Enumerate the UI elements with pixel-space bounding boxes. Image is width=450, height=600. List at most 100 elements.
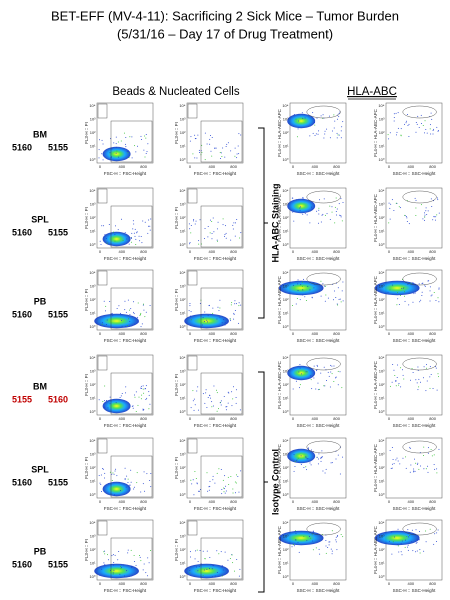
y-tick-label: 10⁴ <box>179 188 185 193</box>
event-dot <box>417 535 419 537</box>
gate <box>110 287 153 330</box>
y-tick-label: 10¹ <box>90 144 96 149</box>
event-dot <box>321 455 323 457</box>
event-dot <box>415 551 417 553</box>
event-dot <box>295 459 297 461</box>
event-dot <box>140 560 142 562</box>
event-dot <box>133 488 135 490</box>
event-dot <box>431 206 433 208</box>
event-dot <box>226 143 228 145</box>
x-tick-label: 800 <box>333 249 340 254</box>
event-dot <box>143 309 145 311</box>
event-dot <box>204 132 206 134</box>
y-axis-label: FL3-H :: PI <box>84 374 89 396</box>
y-tick-label: 10³ <box>283 369 289 374</box>
event-dot <box>293 454 295 456</box>
event-dot <box>313 287 315 289</box>
event-dot <box>391 467 393 469</box>
event-dot <box>144 490 146 492</box>
event-dot <box>208 486 210 488</box>
event-dot <box>418 126 420 128</box>
event-dot <box>148 562 150 564</box>
event-dot <box>104 550 106 552</box>
event-dot <box>335 197 337 199</box>
event-dot <box>436 472 438 474</box>
y-tick-label: 10⁰ <box>89 574 95 579</box>
plot-frame <box>385 102 443 164</box>
y-tick-label: 10² <box>180 465 186 470</box>
x-tick-label: 0 <box>292 249 295 254</box>
event-dot <box>232 224 234 226</box>
event-dot <box>310 464 312 466</box>
event-dot <box>317 389 319 391</box>
event-dot <box>336 132 338 134</box>
event-dot <box>335 541 337 543</box>
event-dot <box>145 385 147 387</box>
event-dot <box>98 574 100 576</box>
y-tick-label: 10¹ <box>283 396 289 401</box>
density-blob <box>184 313 230 329</box>
event-dot <box>337 535 339 537</box>
event-dot <box>145 572 147 574</box>
event-dot <box>312 549 314 551</box>
y-tick-label: 10¹ <box>379 479 385 484</box>
x-tick-label: 0 <box>292 416 295 421</box>
event-dot <box>148 394 150 396</box>
event-dot <box>211 136 213 138</box>
event-dot <box>133 486 135 488</box>
event-dot <box>137 145 139 147</box>
event-dot <box>98 149 100 151</box>
event-dot <box>319 388 321 390</box>
gate <box>110 372 153 415</box>
event-dot <box>391 447 393 449</box>
event-dot <box>145 399 147 401</box>
y-tick-label: 10⁰ <box>378 242 384 247</box>
event-dot <box>143 471 145 473</box>
event-dot <box>421 291 423 293</box>
event-dot <box>398 551 400 553</box>
event-dot <box>421 283 423 285</box>
event-dot <box>113 473 115 475</box>
x-tick-label: 0 <box>388 499 391 504</box>
event-dot <box>134 394 136 396</box>
y-tick-label: 10¹ <box>283 229 289 234</box>
event-dot <box>106 242 108 244</box>
event-dot <box>198 490 200 492</box>
x-tick-label: 0 <box>189 581 192 586</box>
gate <box>200 372 243 415</box>
event-dot <box>116 308 118 310</box>
event-dot <box>103 551 105 553</box>
event-dot <box>104 406 106 408</box>
event-dot <box>199 219 201 221</box>
event-dot <box>317 458 319 460</box>
density-blob <box>94 563 139 579</box>
x-tick-label: 400 <box>208 499 215 504</box>
event-dot <box>102 159 104 161</box>
event-dot <box>298 387 300 389</box>
event-dot <box>393 369 395 371</box>
event-dot <box>211 232 213 234</box>
section-header: Beads & Nucleated Cells <box>112 86 239 98</box>
event-dot <box>402 374 404 376</box>
y-tick-label: 10² <box>180 215 186 220</box>
event-dot <box>404 300 406 302</box>
y-tick-label: 10² <box>90 215 96 220</box>
event-dot <box>129 313 131 315</box>
event-dot <box>106 319 108 321</box>
event-dot <box>125 311 127 313</box>
density-blob <box>287 113 316 129</box>
x-axis-label: SSC-H :: SSC-Height <box>393 338 437 343</box>
event-dot <box>325 545 327 547</box>
event-dot <box>135 564 137 566</box>
gate <box>97 520 108 536</box>
x-tick-label: 800 <box>140 331 147 336</box>
event-dot <box>409 447 411 449</box>
event-dot <box>432 128 434 130</box>
event-dot <box>430 373 432 375</box>
x-tick-label: 400 <box>311 249 318 254</box>
event-dot <box>194 134 196 136</box>
event-dot <box>235 303 237 305</box>
y-tick-label: 10⁴ <box>282 438 288 443</box>
gate <box>200 287 243 330</box>
event-dot <box>121 320 123 322</box>
